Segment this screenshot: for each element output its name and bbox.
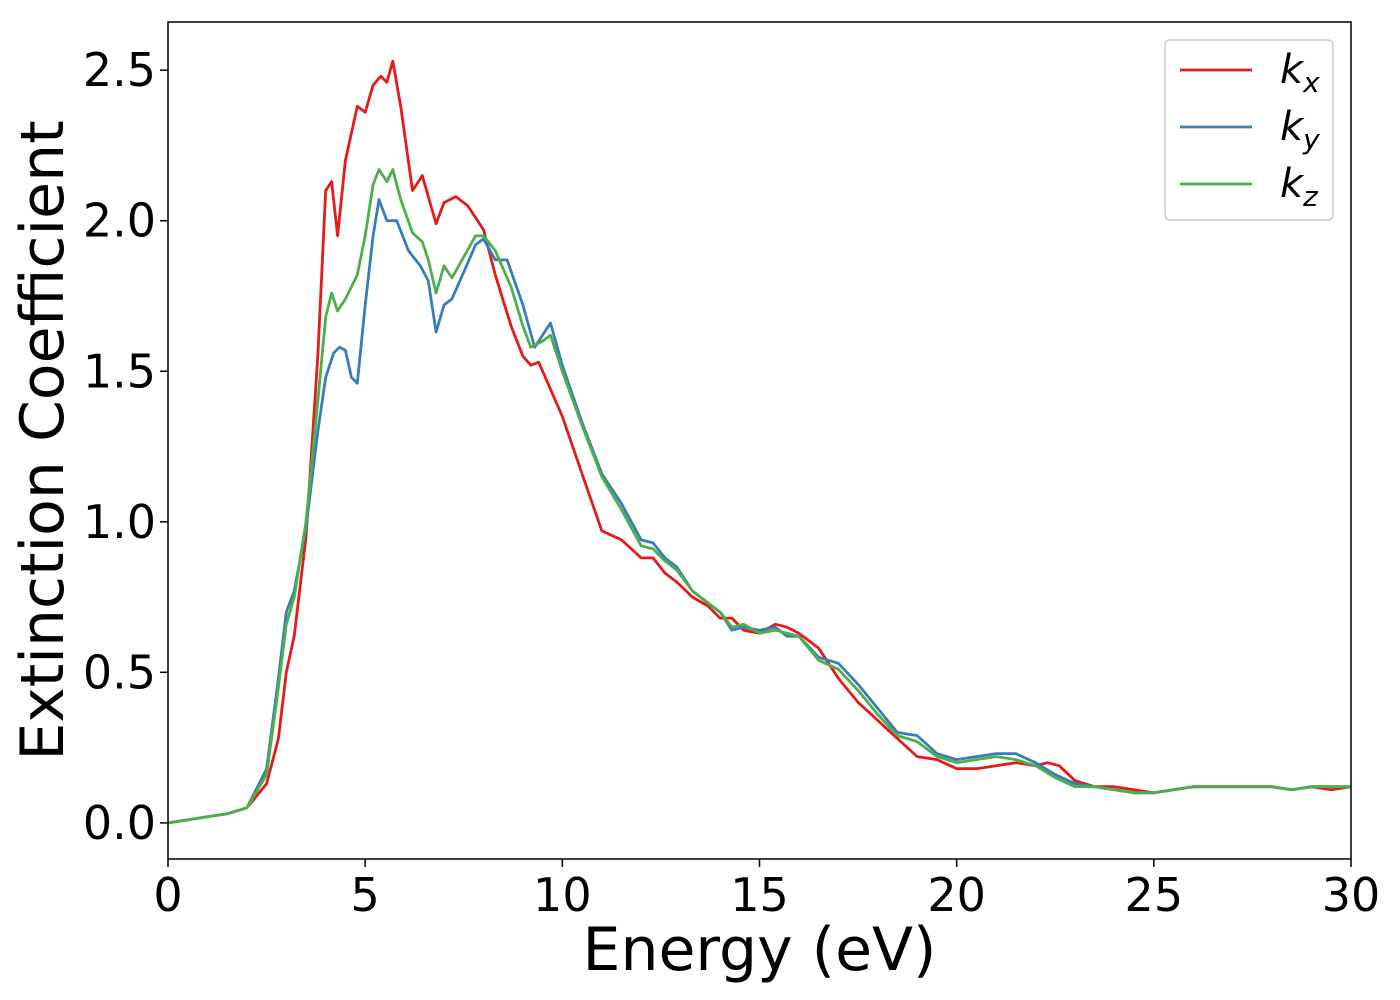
y-tick-label: 0.0 — [83, 796, 156, 850]
y-axis-ticks: 0.0 0.5 1.0 1.5 2.0 2.5 — [83, 43, 168, 850]
x-tick-label: 0 — [153, 868, 182, 922]
y-tick-label: 0.5 — [83, 645, 156, 699]
legend-label-z: kz — [1280, 161, 1319, 213]
series-line-y — [168, 198, 1351, 825]
y-tick-label: 2.5 — [83, 43, 156, 97]
series-line-z — [168, 168, 1351, 825]
x-tick-label: 10 — [533, 868, 592, 922]
y-axis-label: Extinction Coefficient — [8, 120, 78, 760]
x-axis-label: Energy (eV) — [583, 915, 937, 985]
x-tick-label: 5 — [351, 868, 380, 922]
x-tick-label: 15 — [730, 868, 789, 922]
legend-label-y: ky — [1280, 104, 1320, 156]
y-tick-label: 2.0 — [83, 194, 156, 248]
y-tick-label: 1.5 — [83, 344, 156, 398]
legend-label-x: kx — [1280, 47, 1320, 99]
y-tick-label: 1.0 — [83, 495, 156, 549]
series-line-x — [168, 59, 1351, 825]
series-lines — [168, 59, 1351, 825]
x-tick-label: 30 — [1322, 868, 1381, 922]
x-tick-label: 20 — [927, 868, 986, 922]
legend-box — [1164, 39, 1334, 221]
x-tick-label: 25 — [1125, 868, 1184, 922]
x-axis-ticks: 0 5 10 15 20 25 30 — [153, 859, 1380, 922]
